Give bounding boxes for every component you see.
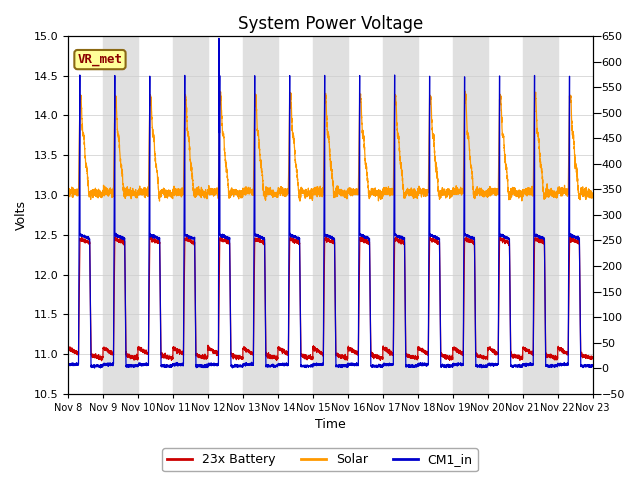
Bar bbox=[523, 36, 557, 394]
Bar bbox=[313, 36, 348, 394]
Y-axis label: Volts: Volts bbox=[15, 200, 28, 230]
Bar bbox=[173, 36, 208, 394]
Title: System Power Voltage: System Power Voltage bbox=[237, 15, 423, 33]
Legend: 23x Battery, Solar, CM1_in: 23x Battery, Solar, CM1_in bbox=[163, 448, 477, 471]
Bar bbox=[103, 36, 138, 394]
X-axis label: Time: Time bbox=[315, 419, 346, 432]
Bar bbox=[383, 36, 418, 394]
Bar bbox=[243, 36, 278, 394]
Bar bbox=[452, 36, 488, 394]
Text: VR_met: VR_met bbox=[77, 53, 122, 66]
